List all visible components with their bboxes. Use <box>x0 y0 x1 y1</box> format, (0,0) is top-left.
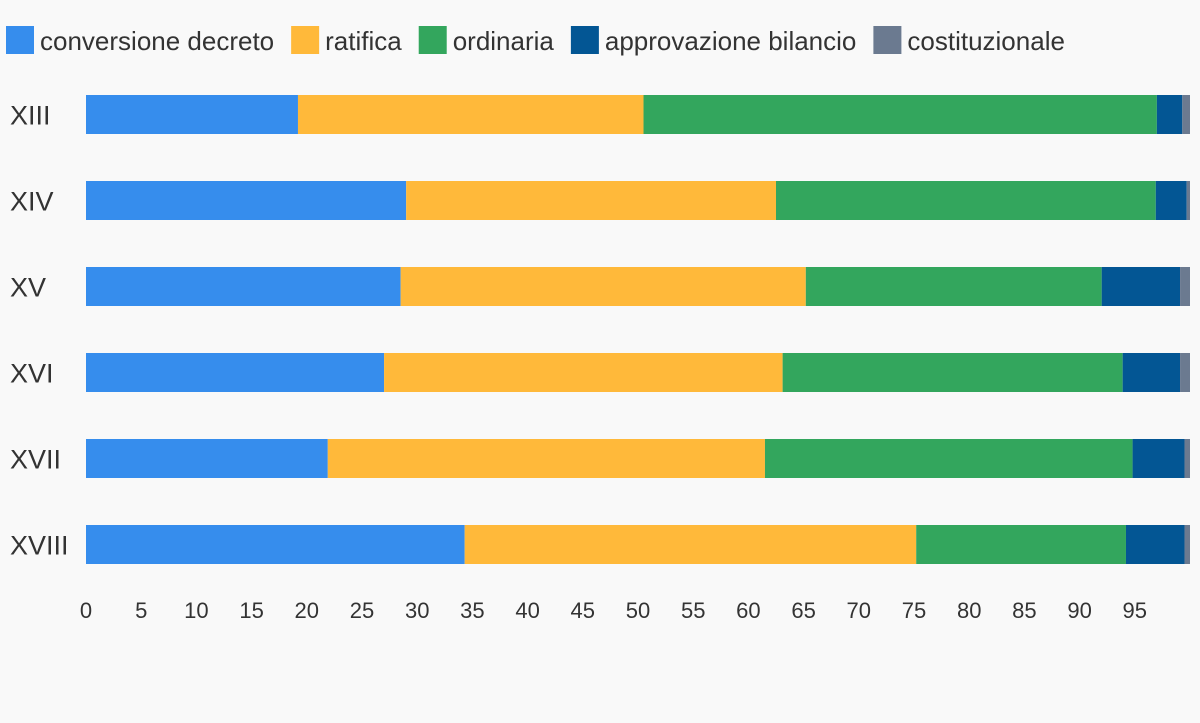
bar-xiv-conversione-decreto <box>86 181 407 220</box>
x-tick-label-20: 20 <box>295 598 319 623</box>
bar-xvi-conversione-decreto <box>86 353 385 392</box>
x-tick-label-30: 30 <box>405 598 429 623</box>
bar-xv-conversione-decreto <box>86 267 401 306</box>
bar-xviii-ordinaria <box>916 525 1126 564</box>
x-tick-label-50: 50 <box>626 598 650 623</box>
bar-xvi-ordinaria <box>782 353 1123 392</box>
bar-xv-ordinaria <box>805 267 1102 306</box>
x-axis-tick-labels: 0 5 10 15 20 25 30 35 40 45 50 55 60 65 70 75 80 85 90 95 <box>80 598 1147 623</box>
x-tick-label-90: 90 <box>1067 598 1091 623</box>
bar-xiii-ordinaria <box>643 95 1157 134</box>
x-tick-label-75: 75 <box>902 598 926 623</box>
x-tick-label-85: 85 <box>1012 598 1036 623</box>
bar-xvii-ordinaria <box>764 439 1133 478</box>
bar-xiv-approvazione-bilancio <box>1155 181 1187 220</box>
legend-swatch-approvazione-bilancio <box>570 26 599 54</box>
legend-label-conversione-decreto: conversione decreto <box>40 26 274 56</box>
y-label-xvii: XVII <box>10 445 61 475</box>
legend: conversione decreto ratifica ordinaria appr… <box>6 26 1065 56</box>
y-label-xvi: XVI <box>10 359 54 389</box>
bar-xvi-approvazione-bilancio <box>1122 353 1181 392</box>
x-tick-label-10: 10 <box>184 598 208 623</box>
bar-xv-approvazione-bilancio <box>1101 267 1181 306</box>
bar-xvii-ratifica <box>327 439 765 478</box>
legend-label-costituzionale: costituzionale <box>907 26 1065 56</box>
x-tick-label-5: 5 <box>135 598 147 623</box>
x-tick-label-70: 70 <box>847 598 871 623</box>
bar-xv-ratifica <box>400 267 806 306</box>
bar-xvi-costituzionale <box>1180 353 1190 392</box>
bar-xiv-ratifica <box>406 181 776 220</box>
x-tick-label-60: 60 <box>736 598 760 623</box>
legend-swatch-ratifica <box>291 26 320 54</box>
x-tick-label-40: 40 <box>515 598 539 623</box>
legend-swatch-ordinaria <box>418 26 447 54</box>
bar-xvii-conversione-decreto <box>86 439 328 478</box>
bars <box>86 95 1190 564</box>
x-tick-label-80: 80 <box>957 598 981 623</box>
y-label-xv: XV <box>10 273 46 303</box>
bar-xiv-costituzionale <box>1186 181 1190 220</box>
bar-xviii-approvazione-bilancio <box>1125 525 1185 564</box>
x-tick-label-55: 55 <box>681 598 705 623</box>
bar-xiii-costituzionale <box>1182 95 1190 134</box>
x-tick-label-95: 95 <box>1123 598 1147 623</box>
bar-xiii-approvazione-bilancio <box>1156 95 1183 134</box>
x-tick-label-15: 15 <box>239 598 263 623</box>
legend-swatch-conversione-decreto <box>6 26 34 54</box>
x-tick-label-0: 0 <box>80 598 92 623</box>
y-label-xviii: XVIII <box>10 531 69 561</box>
y-label-xiii: XIII <box>10 101 51 131</box>
y-axis-labels: XIII XIV XV XVI XVII XVIII <box>10 101 69 561</box>
bar-xvii-approvazione-bilancio <box>1132 439 1185 478</box>
bar-xiv-ordinaria <box>776 181 1156 220</box>
x-tick-label-25: 25 <box>350 598 374 623</box>
bar-xiii-ratifica <box>297 95 644 134</box>
legend-swatch-costituzionale <box>873 26 902 54</box>
x-tick-label-35: 35 <box>460 598 484 623</box>
bar-xviii-ratifica <box>464 525 917 564</box>
bar-xvii-costituzionale <box>1184 439 1190 478</box>
bar-xvi-ratifica <box>384 353 783 392</box>
x-tick-label-45: 45 <box>571 598 595 623</box>
legend-label-ratifica: ratifica <box>325 26 402 56</box>
bar-xviii-costituzionale <box>1184 525 1190 564</box>
x-tick-label-65: 65 <box>791 598 815 623</box>
bar-xviii-conversione-decreto <box>86 525 465 564</box>
bar-xiii-conversione-decreto <box>86 95 298 134</box>
bar-xv-costituzionale <box>1180 267 1190 306</box>
legend-label-ordinaria: ordinaria <box>453 26 555 56</box>
legend-label-approvazione-bilancio: approvazione bilancio <box>605 26 857 56</box>
y-label-xiv: XIV <box>10 187 54 217</box>
